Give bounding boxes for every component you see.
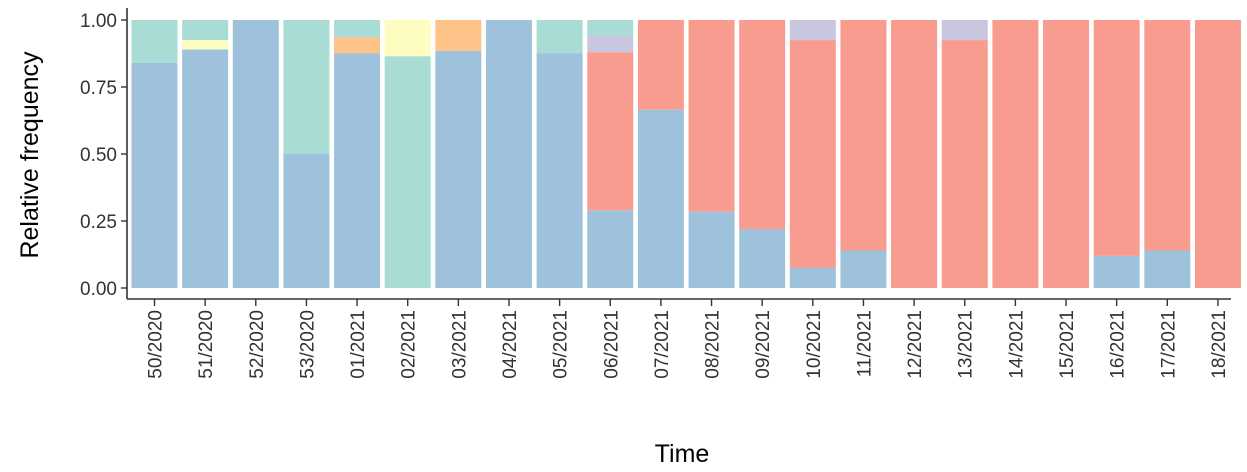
bar-segment <box>688 211 735 288</box>
y-tick-label: 0.00 <box>80 279 117 300</box>
x-tick-label: 51/2020 <box>196 310 217 379</box>
bar-segment <box>1144 20 1191 251</box>
y-tick-label: 0.25 <box>80 212 117 233</box>
bar-segment <box>789 40 836 268</box>
y-tick-label: 1.00 <box>80 11 117 32</box>
x-tick-label: 53/2020 <box>297 310 318 379</box>
x-tick-label: 17/2021 <box>1158 310 1179 379</box>
bar-segment <box>182 40 229 50</box>
x-axis-title: Time <box>655 440 710 468</box>
bar-segment <box>384 20 431 57</box>
bar-segment <box>941 40 988 288</box>
x-tick-label: 05/2021 <box>551 310 572 379</box>
x-tick-label: 16/2021 <box>1108 310 1129 379</box>
bar-segment <box>232 20 279 288</box>
x-tick-label: 10/2021 <box>804 310 825 379</box>
bar-segment <box>941 20 988 41</box>
y-tick-label: 0.75 <box>80 78 117 99</box>
bar-segment <box>334 37 381 54</box>
bar-segment <box>1194 20 1241 288</box>
bar-segment <box>587 20 634 37</box>
bar-segment <box>1043 20 1090 288</box>
bar-segment <box>283 20 330 154</box>
bar-segment <box>182 49 229 289</box>
bar-segment <box>334 53 381 288</box>
bar-segment <box>637 20 684 110</box>
bar-segment <box>637 109 684 288</box>
bar-segment <box>485 20 532 288</box>
bar-segment <box>1093 255 1140 288</box>
x-tick-label: 04/2021 <box>500 310 521 379</box>
x-tick-label: 50/2020 <box>146 310 167 379</box>
x-tick-label: 18/2021 <box>1209 310 1230 379</box>
bar-segment <box>688 20 735 212</box>
x-tick-label: 52/2020 <box>247 310 268 379</box>
bar-segment <box>1093 20 1140 256</box>
bar-segment <box>992 20 1039 288</box>
x-tick-label: 06/2021 <box>601 310 622 379</box>
bar-segment <box>131 62 178 288</box>
bar-segment <box>587 210 634 288</box>
bar-segment <box>789 20 836 41</box>
bars-layer <box>131 20 1241 289</box>
x-tick-label: 02/2021 <box>399 310 420 379</box>
bar-segment <box>131 20 178 63</box>
bar-segment <box>384 56 431 289</box>
bar-segment <box>840 20 887 251</box>
bar-segment <box>1144 250 1191 288</box>
x-tick-label: 09/2021 <box>753 310 774 379</box>
bar-segment <box>283 154 330 288</box>
bar-segment <box>536 20 583 54</box>
bar-segment <box>587 36 634 53</box>
bar-segment <box>587 52 634 211</box>
x-tick-label: 13/2021 <box>956 310 977 379</box>
bar-segment <box>789 267 836 288</box>
x-tick-label: 14/2021 <box>1006 310 1027 379</box>
y-axis-title: Relative frequency <box>16 51 44 259</box>
bar-segment <box>840 250 887 288</box>
x-tick-label: 11/2021 <box>854 310 875 377</box>
axes-layer: 0.00 0.25 0.50 0.75 1.00 50/2020 51/2020 52/202… <box>80 8 1231 379</box>
x-tick-label: 12/2021 <box>905 310 926 379</box>
bar-segment <box>182 20 229 41</box>
x-tick-label: 01/2021 <box>348 310 369 379</box>
bar-segment <box>435 50 482 288</box>
bar-segment <box>334 20 381 38</box>
x-tick-label: 03/2021 <box>449 310 470 379</box>
bar-segment <box>536 53 583 288</box>
bar-segment <box>891 20 938 288</box>
x-tick-label: 08/2021 <box>703 310 724 379</box>
x-tick-label: 07/2021 <box>652 310 673 379</box>
bar-segment <box>435 20 482 51</box>
x-tick-label: 15/2021 <box>1057 310 1078 379</box>
bar-segment <box>739 20 786 230</box>
y-tick-label: 0.50 <box>80 145 117 166</box>
bar-segment <box>739 229 786 288</box>
